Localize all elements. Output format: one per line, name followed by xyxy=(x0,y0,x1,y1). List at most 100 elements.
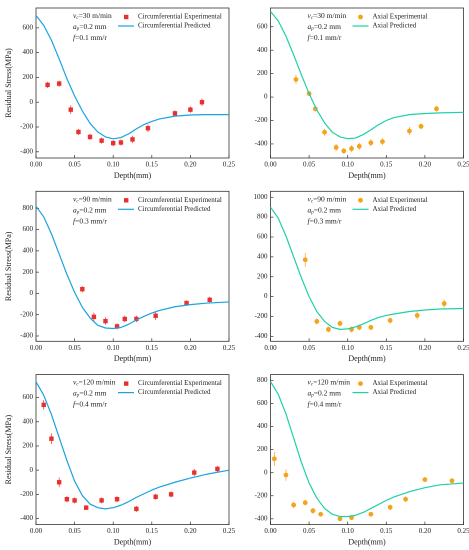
annotation: ap=0.2 mm xyxy=(308,388,342,398)
annotation-text: =120 m/min xyxy=(79,377,116,386)
data-point xyxy=(114,496,120,502)
x-tick-label: 0.15 xyxy=(146,344,159,352)
data-point xyxy=(99,498,104,503)
legend-label: Circumferential Experimental xyxy=(138,196,222,204)
x-axis-label: Depth(mm) xyxy=(114,537,152,546)
data-point xyxy=(293,77,299,82)
annotation-text: =0.2 mm xyxy=(79,388,106,397)
annotation-var: v xyxy=(308,377,312,386)
data-point xyxy=(184,300,189,306)
legend-label: Axial Experimental xyxy=(373,13,428,21)
data-point xyxy=(118,140,124,145)
x-axis-label: Depth(mm) xyxy=(114,171,152,180)
panel: -400 -200 0 200 400 600 0.00 0.05 0.10 0.15 0.20 0.… xyxy=(255,7,469,180)
x-tick-label: 0.15 xyxy=(146,161,159,169)
x-tick-label: 0.15 xyxy=(380,344,393,352)
y-tick-label: -400 xyxy=(20,514,33,522)
x-tick-label: 0.00 xyxy=(30,161,43,169)
annotation-text: =30 m/min xyxy=(79,11,112,20)
annotation-text: =0.3 mm/r xyxy=(310,216,342,225)
legend-label: Circumferential Predicted xyxy=(138,388,211,396)
plot-frame xyxy=(35,374,230,526)
y-tick-label: 0 xyxy=(30,98,34,106)
legend-marker xyxy=(124,14,129,20)
annotation-var: f xyxy=(308,33,311,42)
data-point xyxy=(368,511,374,517)
x-tick-label: 0.20 xyxy=(419,344,432,352)
x-tick-label: 0.05 xyxy=(303,527,316,535)
y-tick-label: 800 xyxy=(23,204,34,212)
annotation-var: v xyxy=(73,11,77,20)
x-tick-label: 0.05 xyxy=(68,527,81,535)
data-point xyxy=(449,478,455,484)
data-point xyxy=(403,496,408,502)
y-tick-label: 200 xyxy=(257,272,268,280)
predicted-line xyxy=(35,381,230,510)
legend-marker xyxy=(358,14,363,20)
predicted-line xyxy=(269,381,464,518)
annotation: ap=0.2 mm xyxy=(73,388,107,398)
data-point xyxy=(172,111,178,116)
annotation-text: =90 m/min xyxy=(79,194,112,203)
panel: -400 -200 0 200 400 600 800 1000 0.00 0.05 0.10 0.1… xyxy=(254,190,469,363)
data-point xyxy=(422,477,428,482)
legend-marker xyxy=(124,198,129,203)
annotation-var: v xyxy=(73,377,77,386)
data-point xyxy=(87,134,93,140)
data-point xyxy=(271,456,277,462)
data-point xyxy=(291,502,297,508)
x-tick-label: 0.25 xyxy=(223,527,236,535)
y-tick-label: 400 xyxy=(23,48,34,56)
y-tick-label: 600 xyxy=(257,399,268,407)
data-point xyxy=(326,326,331,332)
legend-label: Axial Predicted xyxy=(373,205,417,213)
annotation: f=0.1 mm/r xyxy=(308,33,342,42)
annotation-text: =0.2 mm xyxy=(314,205,341,214)
x-tick-label: 0.05 xyxy=(68,161,81,169)
annotation-sub: p xyxy=(310,27,314,32)
data-point xyxy=(56,480,62,485)
data-point xyxy=(322,129,327,135)
panel: -400 -200 0 200 400 600 0.00 0.05 0.10 0.15 0.20 0.… xyxy=(4,7,236,180)
annotation-var: a xyxy=(308,388,312,397)
panel: -400 -200 0 200 400 600 800 0.00 0.05 0.10 0.15 0.2… xyxy=(255,374,469,546)
annotation-text: =0.4 mm/r xyxy=(310,399,342,408)
x-tick-label: 0.15 xyxy=(380,161,393,169)
y-tick-label: 200 xyxy=(23,442,34,450)
annotation-sub: p xyxy=(76,27,80,32)
y-tick-label: -200 xyxy=(255,312,268,320)
x-tick-label: 0.00 xyxy=(30,344,43,352)
annotation-text: =0.2 mm xyxy=(79,22,106,31)
data-point xyxy=(168,492,174,497)
x-tick-label: 0.20 xyxy=(419,161,432,169)
data-point xyxy=(314,319,320,324)
annotation-sub: c xyxy=(311,199,314,204)
legend-marker xyxy=(358,197,363,203)
annotation: ap=0.2 mm xyxy=(308,205,342,215)
annotation-var: v xyxy=(308,194,312,203)
data-point xyxy=(434,106,439,112)
data-point xyxy=(45,82,50,88)
data-point xyxy=(318,511,324,517)
annotation-var: f xyxy=(308,216,311,225)
x-axis-label: Depth(mm) xyxy=(348,537,386,546)
predicted-line xyxy=(270,206,464,330)
x-axis-label: Depth(mm) xyxy=(348,171,386,180)
annotation-var: a xyxy=(73,22,77,31)
annotation-sub: c xyxy=(76,199,79,204)
annotation-sub: c xyxy=(311,383,314,388)
data-point xyxy=(368,324,374,330)
annotation-var: v xyxy=(308,11,312,20)
panel: -400 -200 0 200 400 600 0.00 0.05 0.10 0.15 0.20 0.… xyxy=(4,374,236,546)
x-tick-label: 0.10 xyxy=(342,527,355,535)
x-tick-label: 0.15 xyxy=(146,527,159,535)
data-point xyxy=(337,321,343,326)
annotation: vc=120 m/min xyxy=(73,377,116,387)
data-point xyxy=(356,143,362,149)
y-tick-label: 600 xyxy=(23,393,34,401)
data-point xyxy=(418,123,424,129)
annotation-text: =0.4 mm/r xyxy=(75,399,107,408)
data-point xyxy=(80,286,85,292)
y-axis-label: Residual Stress(MPa) xyxy=(4,48,13,118)
data-point xyxy=(302,257,308,263)
